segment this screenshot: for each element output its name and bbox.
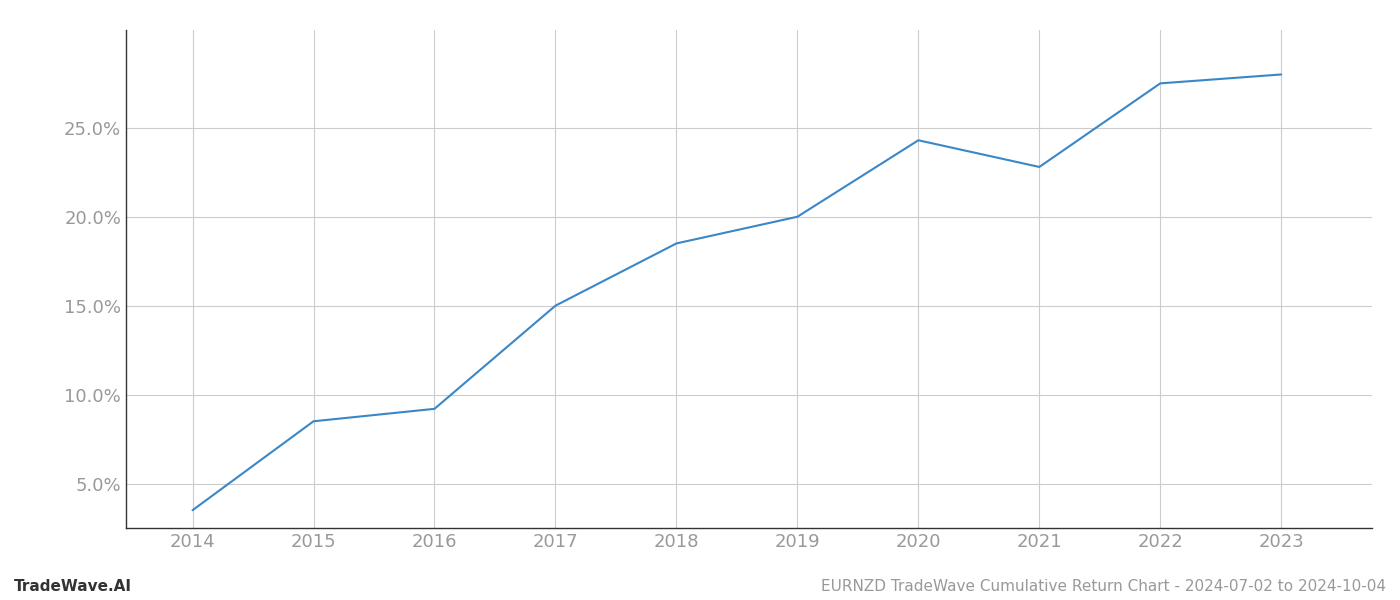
Text: TradeWave.AI: TradeWave.AI: [14, 579, 132, 594]
Text: EURNZD TradeWave Cumulative Return Chart - 2024-07-02 to 2024-10-04: EURNZD TradeWave Cumulative Return Chart…: [820, 579, 1386, 594]
